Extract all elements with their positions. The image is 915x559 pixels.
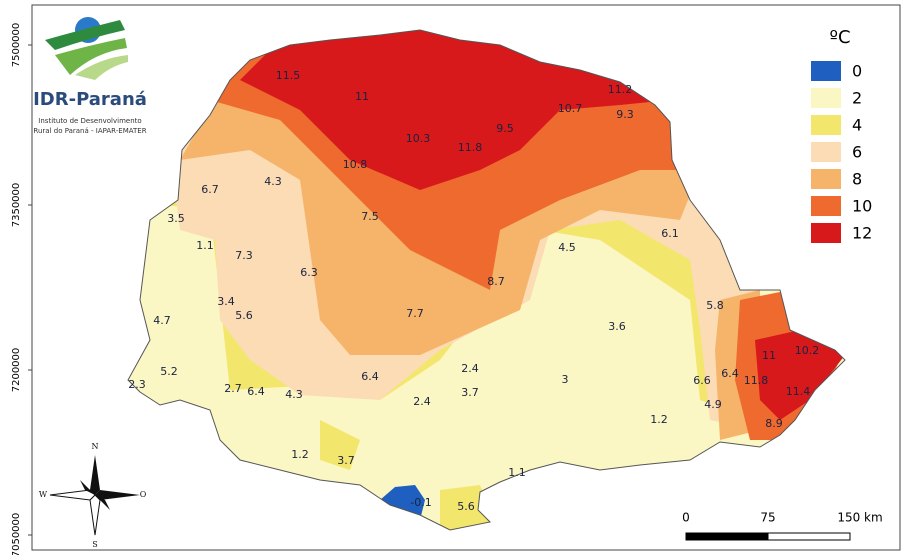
station-value: 11	[762, 349, 776, 362]
station-value: 6.3	[300, 266, 318, 279]
station-value: 2.7	[224, 382, 242, 395]
station-value: 11.4	[786, 385, 811, 398]
station-value: 1.1	[196, 239, 214, 252]
compass-label: W	[39, 490, 48, 499]
station-value: 10.8	[343, 158, 368, 171]
zones	[128, 30, 845, 530]
legend-swatch	[811, 169, 841, 189]
legend-label: 8	[852, 170, 862, 189]
station-value: 1.2	[650, 413, 668, 426]
station-value: 8.9	[765, 417, 783, 430]
station-value: 6.4	[247, 385, 265, 398]
legend-label: 12	[852, 224, 872, 243]
station-value: 1.1	[508, 466, 526, 479]
legend-swatch	[811, 115, 841, 135]
station-value: 6.4	[361, 370, 379, 383]
station-value: 3	[562, 373, 569, 386]
station-value: 10.7	[558, 102, 583, 115]
logo-subtitle: Instituto de Desenvolvimento	[38, 117, 141, 125]
station-value: 6.7	[201, 183, 219, 196]
legend-label: 6	[852, 143, 862, 162]
legend-label: 10	[852, 197, 872, 216]
station-value: 7.7	[406, 307, 424, 320]
zone-12	[240, 30, 845, 420]
station-value: 3.5	[167, 212, 185, 225]
station-value: 11	[355, 90, 369, 103]
scale-label: 75	[760, 511, 775, 525]
legend-label: 4	[852, 116, 862, 135]
station-value: 1.2	[291, 448, 309, 461]
frame	[31, 4, 901, 551]
legend-swatch	[811, 196, 841, 216]
station-value: 6.6	[693, 374, 711, 387]
station-value: 9.3	[616, 108, 634, 121]
station-value: 3.6	[608, 320, 626, 333]
station-value: 3.7	[337, 454, 355, 467]
legend: 0 2 4 6 8 10 12	[811, 61, 872, 243]
compass-label: O	[140, 490, 147, 499]
station-value: 11.2	[608, 83, 633, 96]
y-axis-label: 7500000	[11, 23, 22, 68]
station-value: 5.2	[160, 365, 178, 378]
station-value: 4.3	[264, 175, 282, 188]
scale-bar: 0 75 150 km	[682, 511, 883, 541]
scale-label: 0	[682, 511, 690, 525]
y-axis-label: 7350000	[11, 183, 22, 228]
station-value: 5.6	[235, 309, 253, 322]
logo: IDR-Paraná Instituto de Desenvolvimento …	[33, 17, 147, 135]
y-axis: 7500000 7350000 7200000 7050000	[11, 23, 32, 557]
legend-swatch	[811, 142, 841, 162]
station-value: 11.8	[458, 141, 483, 154]
station-value: 4.7	[153, 314, 171, 327]
station-value: 7.5	[361, 210, 379, 223]
station-value: 2.4	[413, 395, 431, 408]
station-value: 6.4	[721, 367, 739, 380]
station-value: 2.4	[461, 362, 479, 375]
station-value: -0.1	[410, 496, 431, 509]
station-value: 10.2	[795, 344, 820, 357]
station-value: 11.8	[744, 374, 769, 387]
legend-label: 2	[852, 89, 862, 108]
station-value: 2.3	[128, 378, 146, 391]
station-value: 4.9	[704, 398, 722, 411]
station-value: 8.7	[487, 275, 505, 288]
station-value: 11.5	[276, 69, 301, 82]
compass-label: S	[92, 540, 97, 549]
station-value: 3.7	[461, 386, 479, 399]
legend-swatch	[811, 61, 841, 81]
stations: 11.5 11 11.2 10.7 9.3 9.5 10.3 11.8 10.8 6.7 4.3 3.…	[128, 69, 819, 513]
station-value: 4.5	[558, 241, 576, 254]
station-value: 10.3	[406, 132, 431, 145]
compass-label: N	[92, 442, 99, 451]
logo-subtitle: Rural do Paraná - IAPAR-EMATER	[33, 127, 146, 135]
station-value: 6.1	[661, 227, 679, 240]
legend-title: ºC	[829, 27, 850, 48]
compass: N W O S	[39, 442, 147, 549]
y-axis-label: 7050000	[11, 513, 22, 555]
y-axis-label: 7200000	[11, 348, 22, 393]
station-value: 4.3	[285, 388, 303, 401]
station-value: 5.6	[457, 500, 475, 513]
station-value: 3.4	[217, 295, 235, 308]
legend-swatch	[811, 88, 841, 108]
legend-label: 0	[852, 62, 862, 81]
logo-name: IDR-Paraná	[33, 89, 147, 110]
station-value: 7.3	[235, 249, 253, 262]
station-value: 9.5	[496, 122, 514, 135]
legend-swatch	[811, 223, 841, 243]
station-value: 5.8	[706, 299, 724, 312]
scale-label: 150 km	[837, 511, 882, 525]
